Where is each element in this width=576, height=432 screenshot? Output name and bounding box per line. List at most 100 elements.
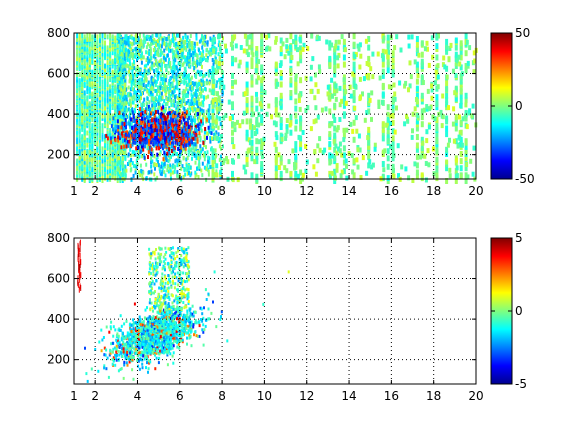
heat-cell — [111, 130, 114, 136]
heat-speckle — [381, 161, 385, 167]
heat-cell — [175, 48, 178, 53]
heat-cell — [160, 91, 163, 96]
heat-cell — [158, 105, 160, 110]
heat-core-cell — [152, 124, 155, 129]
heat-cell — [202, 56, 205, 61]
heat-cell — [121, 114, 123, 119]
heat-core-cell — [119, 133, 122, 138]
heat-cell — [124, 87, 127, 92]
heat-core-cell — [177, 113, 180, 118]
heat-cell — [99, 150, 101, 155]
heat-cell — [101, 33, 104, 39]
heat-cell — [86, 167, 89, 172]
heat-cell — [111, 145, 114, 151]
heat-cell — [193, 148, 196, 153]
heat-speckle — [415, 118, 419, 125]
heat-speckle — [294, 87, 298, 94]
heat-cell — [217, 102, 220, 107]
heat-speckle — [381, 173, 385, 180]
heat-cell — [214, 50, 217, 55]
heat-cell — [177, 175, 180, 179]
heat-speckle — [328, 131, 332, 138]
heat-cell — [204, 58, 207, 62]
heat-core-cell — [160, 139, 163, 144]
heat-core-cell — [158, 146, 160, 151]
heat-cell — [101, 123, 104, 129]
heat-cell — [121, 91, 124, 96]
heat-cell — [120, 160, 123, 165]
heat-cell — [150, 79, 153, 84]
heat-cell — [119, 128, 122, 134]
heat-cell — [124, 64, 127, 69]
heat-cell — [159, 43, 162, 48]
heat-speckle — [420, 92, 424, 99]
heat-cell — [177, 61, 180, 66]
heat-core-cell — [169, 130, 172, 135]
heat-cell — [156, 92, 158, 97]
heat-core-cell — [137, 113, 140, 118]
heat-core-cell — [142, 134, 145, 139]
heat-speckle — [435, 166, 439, 173]
heat-cell — [218, 98, 221, 103]
heat-core-cell — [117, 135, 120, 140]
heat-cell — [219, 65, 222, 70]
heat-cell — [119, 98, 122, 104]
heat-cell — [111, 162, 114, 168]
heat-cell — [218, 78, 221, 83]
heat-cell — [155, 43, 157, 48]
heat-speckle — [279, 37, 283, 44]
heat-cell — [197, 104, 200, 109]
heat-speckle — [420, 40, 424, 47]
heat-core-cell — [188, 137, 191, 142]
heat-cell — [137, 87, 139, 92]
heat-cell — [182, 156, 185, 161]
heat-cell — [106, 164, 109, 170]
heat-core-cell — [135, 146, 138, 151]
heat-speckle — [381, 72, 385, 79]
heat-cell — [111, 152, 114, 158]
heat-core-cell — [181, 114, 183, 119]
heat-speckle — [289, 114, 293, 121]
heat-cell — [172, 86, 175, 91]
heat-cell — [128, 59, 131, 63]
heat-core-cell — [183, 122, 186, 127]
heat-cell — [91, 126, 94, 132]
heat-core-cell — [155, 146, 158, 151]
heat-cell — [127, 48, 130, 53]
heat-speckle — [211, 65, 215, 72]
heat-speckle — [435, 43, 439, 50]
heat-cell — [201, 64, 203, 69]
heat-cell — [96, 168, 99, 174]
heat-cell — [218, 157, 221, 162]
heat-core-cell — [164, 144, 167, 149]
heat-cell — [172, 78, 175, 83]
heat-cell — [122, 48, 125, 53]
heat-speckle — [294, 98, 298, 105]
heat-cell — [180, 56, 183, 61]
heat-cell — [193, 151, 196, 156]
heat-cell — [99, 117, 101, 123]
heat-core-cell — [147, 115, 150, 120]
heat-cell — [181, 51, 184, 56]
heat-cell — [109, 168, 112, 174]
heat-cell — [109, 33, 112, 39]
heat-core-cell — [136, 128, 139, 133]
heat-cell — [184, 70, 187, 75]
heat-cell — [118, 76, 121, 81]
heat-cell — [114, 118, 117, 124]
heat-core-cell — [132, 116, 135, 121]
heat-speckle — [294, 125, 298, 132]
heat-cell — [178, 88, 181, 93]
heat-cell — [204, 153, 207, 158]
heat-core-cell — [149, 136, 152, 141]
heat-cell — [101, 128, 104, 134]
heat-cell — [149, 48, 152, 53]
heat-cell — [140, 42, 143, 47]
heat-cell — [172, 55, 174, 60]
heat-cell — [159, 150, 162, 155]
heat-speckle — [260, 85, 264, 92]
heat-core-cell — [168, 111, 171, 116]
heat-core-cell — [129, 134, 132, 139]
heat-cell — [99, 46, 101, 52]
heat-cell — [78, 63, 81, 69]
